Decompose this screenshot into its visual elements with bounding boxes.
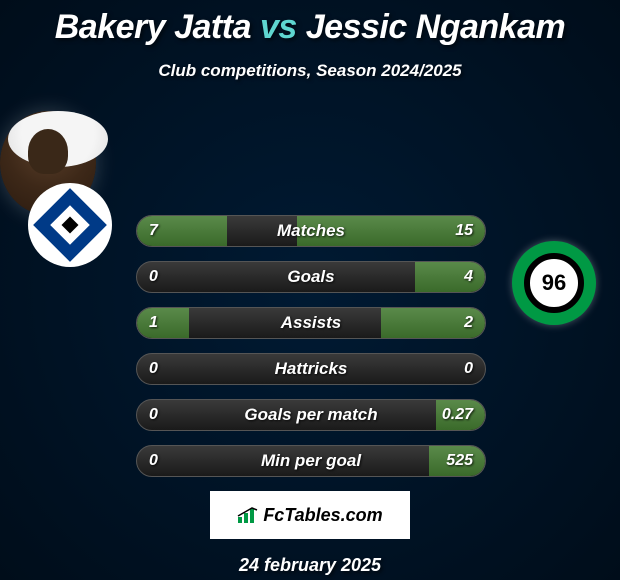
stat-label: Assists xyxy=(137,313,485,333)
club-logo-left xyxy=(28,183,112,267)
stat-label: Matches xyxy=(137,221,485,241)
player2-name: Jessic Ngankam xyxy=(306,8,566,46)
stat-row: 0525Min per goal xyxy=(136,445,486,477)
club-right-text: 96 xyxy=(524,253,584,313)
subtitle: Club competitions, Season 2024/2025 xyxy=(0,61,620,81)
attribution-badge: FcTables.com xyxy=(210,491,410,539)
stat-label: Goals per match xyxy=(137,405,485,425)
vs-text: vs xyxy=(260,8,297,46)
attribution-text: FcTables.com xyxy=(263,505,382,526)
stat-row: 00.27Goals per match xyxy=(136,399,486,431)
chart-icon xyxy=(237,507,259,523)
stat-row: 00Hattricks xyxy=(136,353,486,385)
stat-label: Goals xyxy=(137,267,485,287)
club-logo-right: 96 xyxy=(512,241,596,325)
stat-label: Hattricks xyxy=(137,359,485,379)
stat-row: 04Goals xyxy=(136,261,486,293)
stat-row: 715Matches xyxy=(136,215,486,247)
stat-row: 12Assists xyxy=(136,307,486,339)
date-label: 24 february 2025 xyxy=(0,555,620,576)
stats-chart: 715Matches 04Goals 12Assists 00Hattricks 00.… xyxy=(136,215,486,477)
stat-label: Min per goal xyxy=(137,451,485,471)
player1-name: Bakery Jatta xyxy=(55,8,251,46)
comparison-title: Bakery Jatta vs Jessic Ngankam xyxy=(0,0,620,47)
